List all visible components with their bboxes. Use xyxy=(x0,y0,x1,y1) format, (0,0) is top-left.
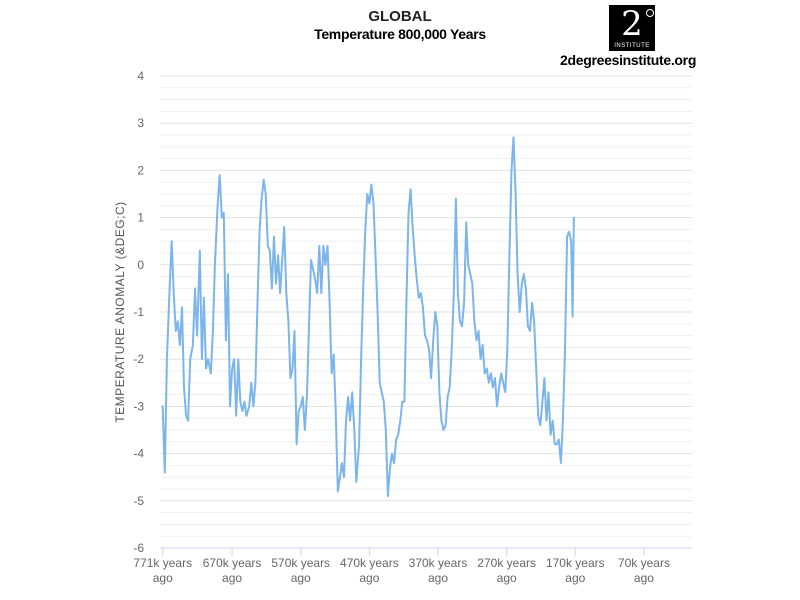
x-tick-label: 670k years xyxy=(203,556,262,570)
x-tick-label-suffix: ago xyxy=(359,571,379,585)
x-tick-label-suffix: ago xyxy=(222,571,242,585)
logo-text: INSTITUTE xyxy=(614,43,650,49)
x-tick-label: 570k years xyxy=(271,556,330,570)
x-tick-label: 771k years xyxy=(133,556,192,570)
x-tick-label: 70k years xyxy=(618,556,670,570)
x-tick-label: 370k years xyxy=(409,556,468,570)
y-tick-label: 4 xyxy=(137,69,144,83)
temperature-series-line xyxy=(161,136,575,498)
chart-title: GLOBAL xyxy=(368,8,432,25)
y-tick-label: -3 xyxy=(133,399,144,413)
x-tick-label-suffix: ago xyxy=(497,571,517,585)
x-tick-label-suffix: ago xyxy=(428,571,448,585)
y-tick-label: 2 xyxy=(137,163,144,177)
y-tick-label: -1 xyxy=(133,305,144,319)
site-url: 2degreesinstitute.org xyxy=(560,52,697,68)
x-tick-label-suffix: ago xyxy=(291,571,311,585)
x-tick-label-suffix: ago xyxy=(634,571,654,585)
y-tick-label: 0 xyxy=(137,258,144,272)
y-tick-label: 3 xyxy=(137,116,144,130)
institute-logo: 2 INSTITUTE xyxy=(609,5,655,51)
x-tick-label-suffix: ago xyxy=(565,571,585,585)
y-tick-label: -4 xyxy=(133,447,144,461)
x-tick-label: 170k years xyxy=(546,556,605,570)
degree-symbol-icon xyxy=(646,9,654,17)
y-tick-label: -6 xyxy=(133,541,144,555)
y-tick-label: -5 xyxy=(133,494,144,508)
chart-subtitle: Temperature 800,000 Years xyxy=(314,26,486,42)
x-tick-label: 470k years xyxy=(340,556,399,570)
x-tick-label: 270k years xyxy=(477,556,536,570)
y-axis-title: TEMPERATURE ANOMALY (&DEG;C) xyxy=(113,201,127,422)
x-tick-label-suffix: ago xyxy=(153,571,173,585)
y-tick-label: -2 xyxy=(133,352,144,366)
logo-digit: 2 xyxy=(621,4,643,44)
y-tick-label: 1 xyxy=(137,211,144,225)
